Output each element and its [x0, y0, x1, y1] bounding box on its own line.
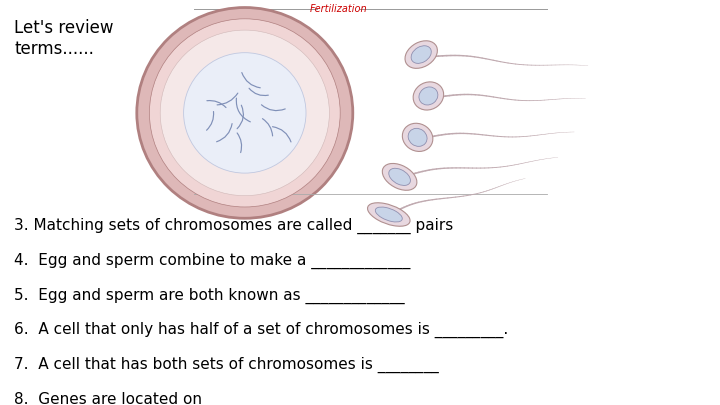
Ellipse shape [375, 207, 402, 222]
Text: 4.  Egg and sperm combine to make a _____________: 4. Egg and sperm combine to make a _____… [14, 253, 411, 269]
Ellipse shape [408, 128, 427, 146]
Text: 7.  A cell that has both sets of chromosomes is ________: 7. A cell that has both sets of chromoso… [14, 357, 439, 373]
Ellipse shape [405, 41, 437, 68]
Text: 3. Matching sets of chromosomes are called _______ pairs: 3. Matching sets of chromosomes are call… [14, 218, 454, 234]
Ellipse shape [161, 30, 329, 196]
Ellipse shape [411, 46, 431, 63]
Ellipse shape [389, 168, 410, 185]
Text: 8.  Genes are located on  ________________: 8. Genes are located on ________________ [14, 391, 334, 405]
Text: Let's review
terms......: Let's review terms...... [14, 19, 114, 58]
Ellipse shape [150, 19, 341, 207]
Text: 5.  Egg and sperm are both known as _____________: 5. Egg and sperm are both known as _____… [14, 288, 405, 304]
Text: 6.  A cell that only has half of a set of chromosomes is _________.: 6. A cell that only has half of a set of… [14, 322, 508, 338]
Text: Fertilization: Fertilization [310, 4, 367, 15]
Ellipse shape [402, 123, 433, 151]
Ellipse shape [382, 164, 417, 190]
Ellipse shape [184, 53, 306, 173]
Ellipse shape [419, 87, 438, 105]
Ellipse shape [367, 203, 410, 226]
Ellipse shape [137, 8, 353, 218]
Ellipse shape [413, 82, 444, 110]
